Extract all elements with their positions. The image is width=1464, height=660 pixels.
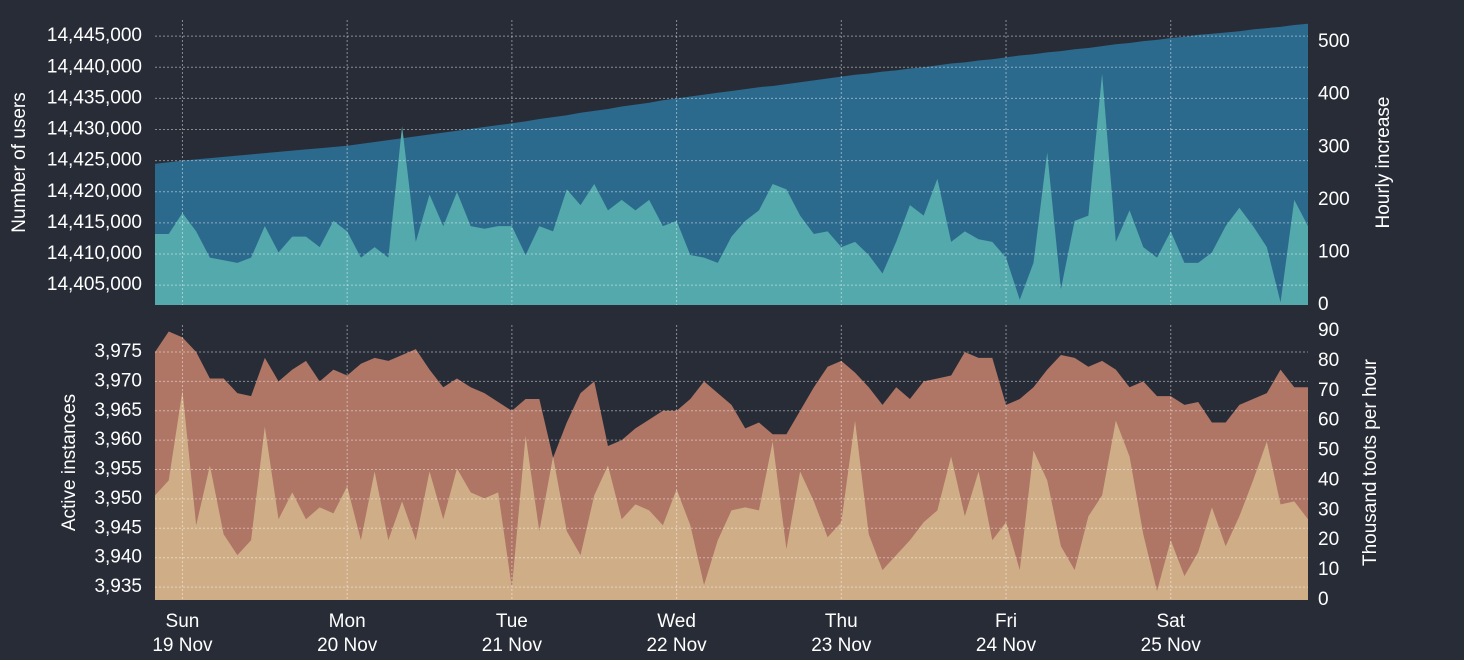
y-tick-label: 14,440,000: [47, 56, 142, 77]
y2-axis-title: Thousand toots per hour: [1360, 358, 1381, 566]
y-tick-label: 14,405,000: [47, 274, 142, 295]
y2-tick-label: 300: [1318, 136, 1350, 157]
y2-tick-label: 500: [1318, 31, 1350, 52]
y-tick-label: 3,955: [94, 459, 142, 480]
y2-tick-label: 60: [1318, 410, 1339, 431]
y2-tick-label: 90: [1318, 320, 1339, 341]
y2-tick-label: 80: [1318, 350, 1339, 371]
y-tick-label: 3,935: [94, 576, 142, 597]
x-tick-label: Mon: [329, 611, 366, 632]
y-tick-label: 14,415,000: [47, 212, 142, 233]
y-tick-label: 3,950: [94, 488, 142, 509]
y2-tick-label: 10: [1318, 559, 1339, 580]
x-tick-date: 21 Nov: [482, 635, 543, 656]
y2-tick-label: 200: [1318, 189, 1350, 210]
y-tick-label: 3,960: [94, 429, 142, 450]
y-tick-label: 3,940: [94, 547, 142, 568]
y2-tick-label: 30: [1318, 499, 1339, 520]
y-tick-label: 14,410,000: [47, 243, 142, 264]
y2-tick-label: 20: [1318, 529, 1339, 550]
y-tick-label: 14,430,000: [47, 119, 142, 140]
y2-tick-label: 70: [1318, 380, 1339, 401]
area: [155, 390, 1308, 600]
y-tick-label: 14,425,000: [47, 150, 142, 171]
x-tick-date: 24 Nov: [976, 635, 1037, 656]
y-tick-label: 3,945: [94, 517, 142, 538]
y-axis-title: Number of users: [9, 92, 30, 232]
y2-tick-label: 40: [1318, 469, 1339, 490]
x-tick-label: Sat: [1156, 611, 1185, 632]
y-tick-label: 3,975: [94, 341, 142, 362]
x-tick-label: Fri: [995, 611, 1017, 632]
y-tick-label: 14,435,000: [47, 87, 142, 108]
y-tick-label: 3,970: [94, 370, 142, 391]
area: [155, 73, 1308, 305]
x-tick-label: Wed: [657, 611, 696, 632]
y2-tick-label: 0: [1318, 589, 1329, 610]
x-tick-date: 25 Nov: [1141, 635, 1202, 656]
y2-tick-label: 400: [1318, 84, 1350, 105]
y-tick-label: 14,420,000: [47, 181, 142, 202]
y-axis-title: Active instances: [59, 394, 80, 531]
x-tick-date: 23 Nov: [811, 635, 872, 656]
y-tick-label: 14,445,000: [47, 25, 142, 46]
y2-tick-label: 100: [1318, 241, 1350, 262]
x-tick-label: Thu: [825, 611, 858, 632]
x-tick-label: Sun: [166, 611, 200, 632]
x-tick-date: 19 Nov: [152, 635, 213, 656]
y-tick-label: 3,965: [94, 400, 142, 421]
y2-tick-label: 50: [1318, 440, 1339, 461]
x-tick-date: 22 Nov: [646, 635, 707, 656]
y2-tick-label: 0: [1318, 294, 1329, 315]
y2-axis-title: Hourly increase: [1373, 97, 1394, 229]
x-tick-date: 20 Nov: [317, 635, 378, 656]
x-tick-label: Tue: [496, 611, 528, 632]
